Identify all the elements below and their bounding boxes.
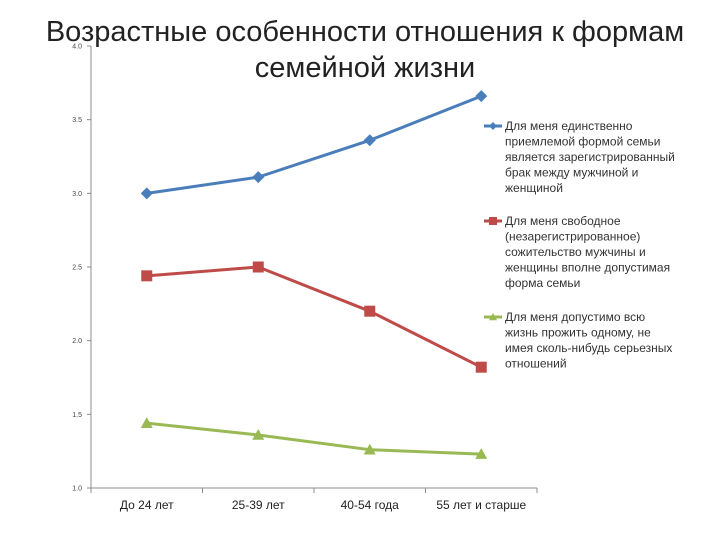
legend-2-text: форма семьи (505, 276, 580, 290)
legend-3-text: отношений (505, 357, 567, 371)
series-1-line (146, 94, 482, 195)
series-3-line (146, 421, 482, 456)
series-1-point (475, 90, 488, 103)
y-tick-label: 2.5 (72, 265, 82, 272)
chart-title: Возрастные особенности отношения к форма… (20, 14, 710, 86)
series-3-point (363, 443, 376, 455)
legend-2-text: Для меня свободное (505, 214, 621, 228)
legend-3-text: жизнь прожить одному, не (505, 326, 651, 340)
legend-1-text: брак между мужчиной и (505, 166, 638, 180)
legend-3-text: Для меня допустимо всю (505, 310, 645, 324)
series-1-point (252, 171, 265, 184)
legend-3-swatch-marker (489, 313, 497, 321)
y-tick-label: 3.5 (72, 117, 82, 124)
series-2-line (146, 265, 482, 369)
legend-1-swatch-marker (489, 122, 497, 130)
x-tick-label: 55 лет и старше (436, 498, 526, 512)
y-tick-label: 1.5 (72, 412, 82, 419)
legend-2-text: женщины вполне допустимая (505, 261, 670, 275)
legend-1-text: приемлемой формой семьи (505, 135, 661, 149)
series-3-point (252, 428, 265, 440)
legend-1-text: является зарегистрированный (505, 150, 675, 164)
y-tick-label: 3.0 (72, 191, 82, 198)
y-tick-label: 1.0 (72, 486, 82, 493)
x-tick-label: До 24 лет (120, 498, 174, 512)
chart-title-line-1: Возрастные особенности отношения к форма… (45, 16, 685, 48)
series-1-point (363, 134, 376, 147)
x-tick-label: 40-54 года (341, 498, 400, 512)
legend-2-text: (незарегистрированное) (505, 230, 640, 244)
series-2-point (475, 361, 487, 373)
legend-1-text: женщиной (505, 181, 563, 195)
x-tick-label: 25-39 лет (232, 498, 285, 512)
series-2-point (141, 270, 153, 282)
series-3-point (475, 448, 488, 459)
series-1-point (140, 187, 153, 200)
y-tick-label: 4.0 (72, 44, 82, 51)
series-2-point (364, 305, 376, 317)
series-2-point (252, 261, 264, 273)
chart-title-line-2: семейной жизни (254, 52, 476, 84)
legend-1-text: Для меня единственно (505, 119, 633, 133)
y-tick-label: 2.0 (72, 338, 82, 345)
legend-2-swatch-marker (489, 217, 497, 225)
series-3-point (140, 417, 153, 428)
legend-3-text: имея сколь-нибудь серьезных (505, 341, 672, 355)
legend-2-text: сожительство мужчины и (505, 245, 646, 259)
